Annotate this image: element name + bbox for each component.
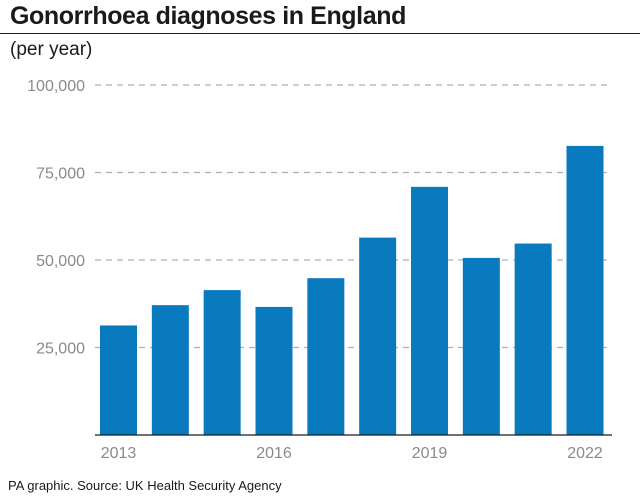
- y-tick-label: 75,000: [36, 166, 85, 183]
- y-tick-label: 100,000: [27, 78, 85, 95]
- bar-2013: [100, 325, 137, 435]
- x-tick-label: 2016: [256, 445, 292, 462]
- bar-2019: [411, 186, 448, 435]
- title-divider: [0, 33, 640, 34]
- chart-subtitle: (per year): [10, 39, 93, 60]
- x-tick-label: 2019: [412, 445, 448, 462]
- bar-2016: [255, 306, 293, 435]
- bar-2018: [359, 237, 397, 435]
- y-tick-label: 25,000: [36, 341, 85, 358]
- chart-title: Gonorrhoea diagnoses in England: [10, 2, 406, 30]
- bar-2022: [566, 145, 604, 435]
- bar-2021: [514, 243, 552, 435]
- y-tick-label: 50,000: [36, 253, 85, 270]
- bar-2014: [151, 305, 189, 435]
- bar-2017: [307, 278, 345, 435]
- bar-2015: [203, 290, 241, 435]
- x-tick-label: 2013: [101, 445, 137, 462]
- x-tick-label: 2022: [567, 445, 603, 462]
- bar-2020: [462, 257, 500, 435]
- source-note: PA graphic. Source: UK Health Security A…: [8, 478, 282, 493]
